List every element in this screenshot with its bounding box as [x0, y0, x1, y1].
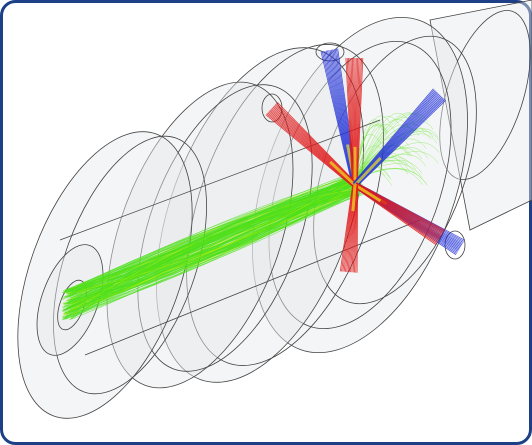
streamline: [62, 186, 362, 310]
streamline: [321, 51, 354, 186]
streamline: [356, 57, 361, 186]
streamline: [356, 57, 364, 186]
streamline: [353, 186, 437, 244]
port: [261, 93, 283, 123]
streamline: [345, 57, 353, 186]
streamline: [356, 57, 362, 186]
streamline: [356, 182, 446, 231]
streamline: [352, 88, 434, 184]
streamline: [70, 177, 364, 294]
disc-ring: [268, 41, 452, 329]
streamline: [354, 183, 382, 203]
streamline: [62, 189, 364, 321]
streamline: [354, 112, 410, 181]
streamline: [62, 179, 361, 319]
streamline: [355, 98, 445, 187]
streamline: [66, 190, 357, 302]
streamline: [355, 183, 443, 234]
streamline: [70, 178, 359, 312]
streamline: [356, 182, 445, 232]
streamline: [355, 185, 358, 273]
streamline: [69, 189, 362, 301]
streamline: [353, 185, 438, 243]
streamline: [356, 185, 359, 273]
streamline: [61, 190, 351, 299]
disc-ring: [137, 84, 313, 372]
streamline: [275, 103, 357, 185]
streamline: [266, 113, 354, 188]
streamline: [343, 184, 355, 272]
streamline: [323, 51, 354, 186]
streamline: [66, 182, 355, 310]
streamline: [351, 185, 357, 273]
streamline: [354, 123, 425, 181]
streamline: [325, 50, 355, 186]
streamline: [265, 114, 354, 188]
streamline: [352, 89, 435, 184]
disc-ring: [313, 35, 477, 305]
streamline: [346, 57, 354, 186]
streamline: [320, 51, 353, 186]
streamline: [355, 183, 443, 236]
streamline: [354, 185, 439, 242]
pipe-ring: [439, 10, 531, 180]
streamline: [353, 90, 436, 184]
streamline: [69, 191, 356, 321]
streamline: [350, 57, 355, 186]
streamline: [348, 57, 354, 186]
disc-ring: [186, 44, 384, 366]
streamline: [329, 160, 357, 187]
streamline: [268, 111, 355, 187]
streamline: [267, 112, 354, 187]
streamline: [356, 99, 446, 187]
streamline: [71, 185, 354, 318]
streamline: [349, 57, 354, 186]
streamline: [277, 102, 357, 184]
streamline: [69, 176, 360, 310]
streamline: [353, 92, 438, 185]
streamline: [276, 102, 357, 184]
streamline: [324, 50, 354, 186]
streamline: [269, 110, 355, 187]
streamline: [355, 57, 360, 186]
streamline: [353, 186, 437, 245]
streamline: [341, 184, 354, 272]
streamline: [66, 179, 364, 302]
streamline: [342, 184, 354, 272]
shaft-edge: [59, 119, 421, 356]
disc-ring: [53, 135, 207, 395]
streamline: [355, 97, 444, 187]
port: [315, 42, 345, 62]
streamline: [351, 184, 357, 212]
streamline: [71, 186, 365, 298]
streamlines: [61, 48, 465, 321]
streamline: [355, 182, 444, 233]
streamline: [353, 91, 437, 185]
streamline: [68, 177, 347, 301]
streamline: [353, 156, 382, 187]
streamline: [63, 192, 350, 314]
streamline: [352, 185, 357, 273]
streamline: [339, 184, 354, 272]
streamline: [356, 100, 446, 187]
streamline: [354, 185, 358, 273]
streamline: [274, 104, 357, 185]
